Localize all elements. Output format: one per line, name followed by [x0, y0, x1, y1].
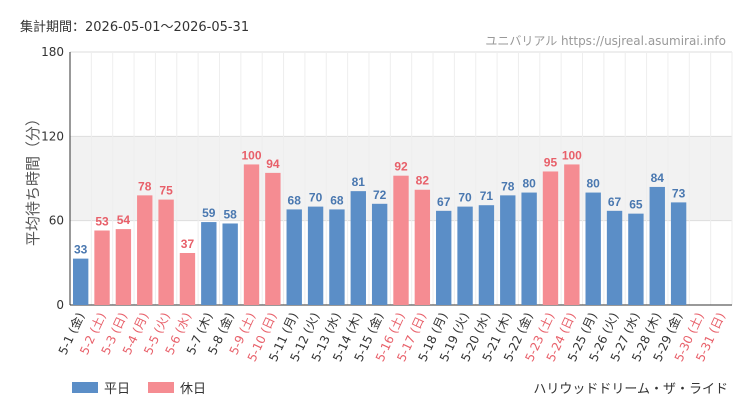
legend-swatch-weekday [72, 382, 98, 393]
data-label: 68 [288, 193, 302, 207]
bar [500, 195, 516, 305]
bar [350, 191, 366, 305]
data-label: 37 [181, 237, 195, 251]
bar [137, 195, 153, 305]
bar [179, 252, 196, 305]
data-label: 70 [309, 191, 323, 205]
data-label: 59 [202, 206, 216, 220]
bar [158, 199, 174, 305]
data-label: 67 [608, 195, 622, 209]
period-label: 集計期間：2026-05-01～2026-05-31 [20, 20, 250, 35]
bar [72, 258, 89, 305]
data-label: 95 [544, 155, 558, 169]
data-label: 54 [117, 213, 131, 227]
bar [393, 175, 409, 305]
bar [371, 203, 388, 305]
data-label: 33 [74, 243, 88, 257]
legend-item-weekday: 平日 [72, 378, 130, 397]
data-label: 92 [394, 160, 408, 174]
bar [201, 222, 217, 305]
legend-item-holiday: 休日 [148, 378, 206, 397]
bar [94, 230, 110, 305]
data-label: 75 [159, 184, 173, 198]
data-label: 53 [95, 215, 109, 229]
legend-label-holiday: 休日 [180, 382, 207, 397]
legend: 平日 休日 [72, 378, 206, 397]
bar [628, 213, 644, 305]
bar [329, 209, 345, 305]
data-label: 100 [242, 148, 262, 162]
data-label: 70 [458, 191, 472, 205]
bar [115, 229, 132, 305]
bar [478, 205, 495, 305]
data-label: 78 [501, 179, 515, 193]
site-credit: ユニバリアル https://usjreal.asumirai.info [485, 34, 726, 48]
bar [265, 172, 281, 305]
y-tick-label: 120 [41, 129, 64, 143]
data-label: 65 [629, 198, 643, 212]
data-label: 71 [480, 189, 494, 203]
bar [585, 192, 601, 305]
legend-swatch-holiday [148, 382, 175, 393]
data-label: 84 [651, 171, 665, 185]
bar [457, 206, 473, 305]
bar [649, 186, 665, 305]
y-axis-label: 平均待ち時間（分） [24, 111, 42, 246]
bar [564, 164, 580, 305]
bar [436, 210, 452, 305]
bar [414, 189, 431, 305]
bar [286, 209, 302, 305]
data-label: 73 [672, 186, 686, 200]
data-label: 68 [330, 193, 344, 207]
data-label: 72 [373, 188, 387, 202]
data-label: 67 [437, 195, 451, 209]
bar [243, 164, 260, 305]
y-tick-label: 60 [49, 214, 64, 228]
data-label: 80 [587, 177, 601, 191]
legend-label-weekday: 平日 [104, 382, 131, 397]
bar [222, 223, 238, 305]
y-tick-label: 180 [41, 45, 64, 59]
data-label: 78 [138, 179, 152, 193]
data-label: 81 [352, 175, 366, 189]
data-label: 82 [416, 174, 430, 188]
y-tick-label: 0 [56, 298, 64, 312]
bar [606, 210, 623, 305]
bar [307, 206, 324, 305]
data-label: 58 [223, 207, 237, 221]
bar [521, 192, 537, 305]
data-label: 100 [562, 148, 582, 162]
data-label: 94 [266, 157, 280, 171]
ride-name: ハリウッドドリーム・ザ・ライド [533, 382, 728, 397]
bar [670, 202, 687, 305]
bar [542, 171, 559, 305]
data-label: 80 [522, 177, 536, 191]
